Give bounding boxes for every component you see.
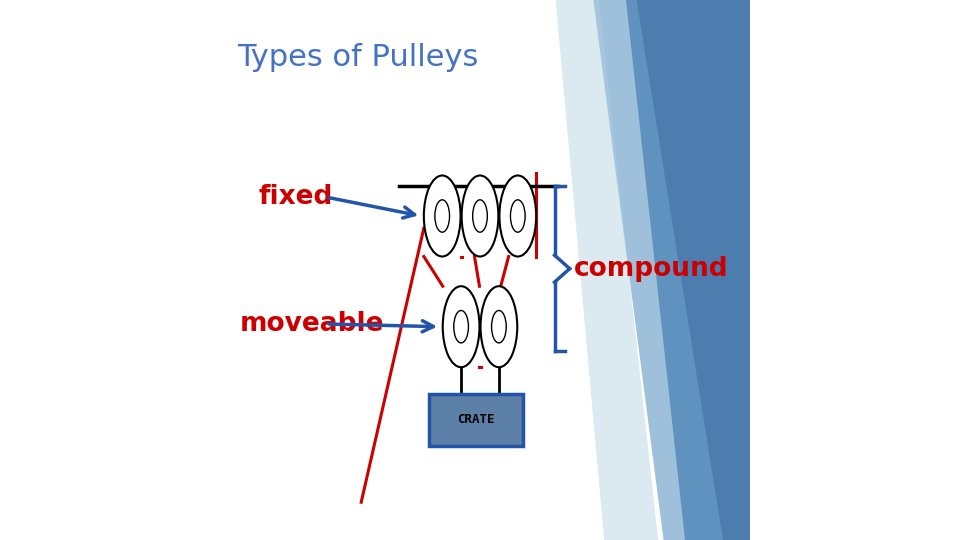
Ellipse shape bbox=[499, 176, 536, 256]
Polygon shape bbox=[626, 0, 750, 540]
Ellipse shape bbox=[511, 200, 525, 232]
Text: fixed: fixed bbox=[258, 184, 333, 210]
Ellipse shape bbox=[462, 176, 498, 256]
Text: CRATE: CRATE bbox=[457, 413, 494, 427]
Polygon shape bbox=[593, 0, 723, 540]
Ellipse shape bbox=[454, 310, 468, 343]
Ellipse shape bbox=[472, 200, 488, 232]
Text: compound: compound bbox=[574, 255, 729, 282]
Text: Types of Pulleys: Types of Pulleys bbox=[237, 43, 478, 72]
Ellipse shape bbox=[492, 310, 506, 343]
Ellipse shape bbox=[423, 176, 461, 256]
Ellipse shape bbox=[481, 286, 517, 367]
Bar bbox=[429, 394, 523, 446]
Text: moveable: moveable bbox=[240, 311, 384, 337]
Ellipse shape bbox=[443, 286, 479, 367]
Ellipse shape bbox=[435, 200, 449, 232]
Polygon shape bbox=[556, 0, 659, 540]
